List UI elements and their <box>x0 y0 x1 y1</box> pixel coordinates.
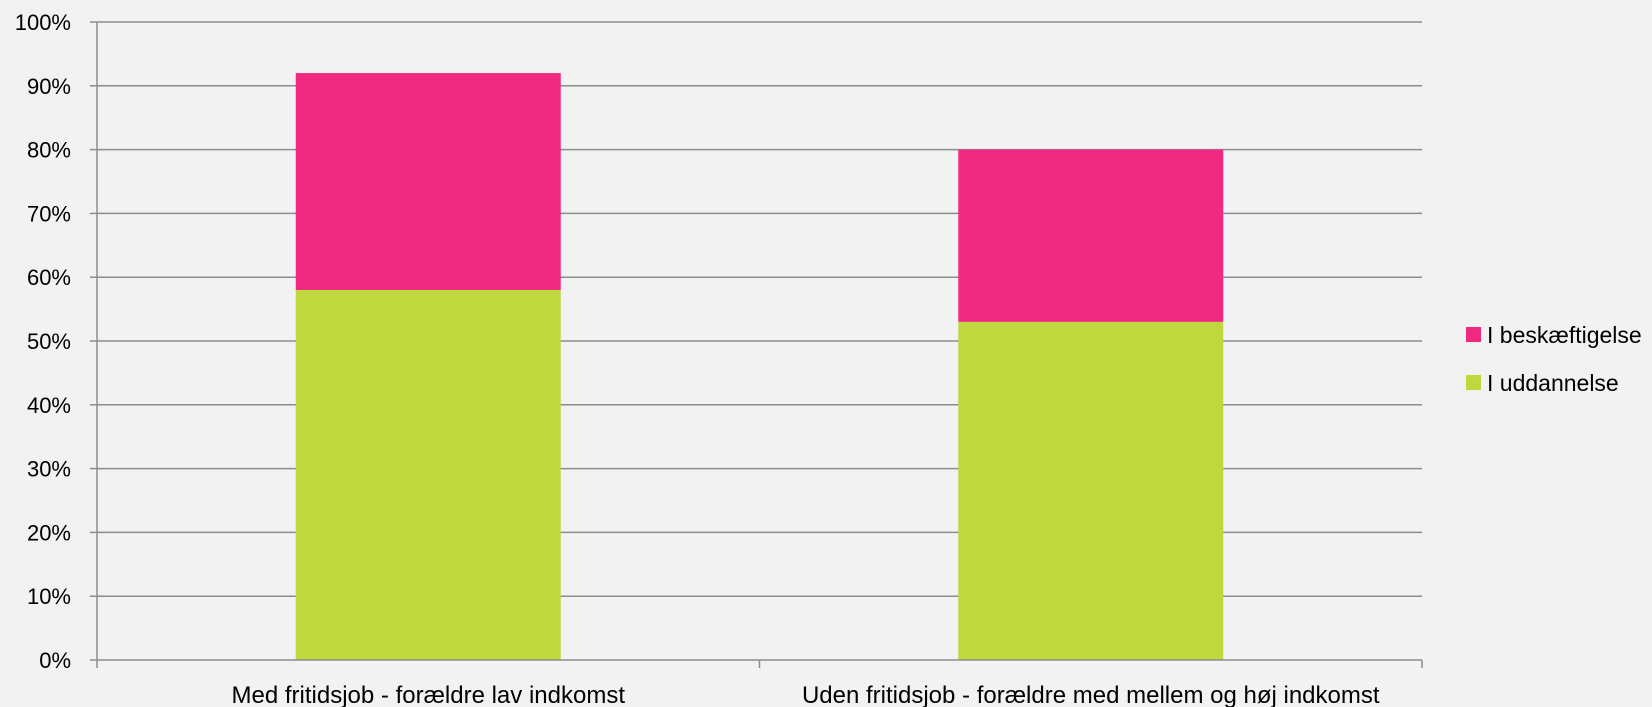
legend-label: I uddannelse <box>1487 370 1619 396</box>
y-tick-label: 10% <box>27 584 71 609</box>
y-tick-label: 40% <box>27 393 71 418</box>
legend-swatch <box>1466 327 1481 342</box>
y-tick-label: 0% <box>39 648 71 673</box>
x-category-label: Uden fritidsjob - forældre med mellem og… <box>802 682 1380 707</box>
y-tick-label: 60% <box>27 265 71 290</box>
y-tick-label: 90% <box>27 74 71 99</box>
y-tick-label: 80% <box>27 138 71 163</box>
y-tick-label: 70% <box>27 201 71 226</box>
bar-segment <box>958 149 1224 322</box>
y-tick-label: 30% <box>27 457 71 482</box>
legend-swatch <box>1466 375 1481 390</box>
y-tick-label: 20% <box>27 520 71 545</box>
bars <box>295 73 1224 660</box>
x-category-label: Med fritidsjob - forældre lav indkomst <box>232 682 626 707</box>
legend-label: I beskæftigelse <box>1487 322 1642 348</box>
y-tick-label: 50% <box>27 329 71 354</box>
axes <box>90 21 1423 668</box>
y-tick-label: 100% <box>15 10 71 35</box>
legend: I beskæftigelse I uddannelse <box>1466 322 1642 396</box>
bar-segment <box>295 289 561 660</box>
y-tick-labels: 0% 10% 20% 30% 40% 50% 60% 70% 80% 90% 100% <box>15 10 71 673</box>
bar-segment <box>295 73 561 290</box>
x-category-labels: Med fritidsjob - forældre lav indkomst Ud… <box>232 682 1380 707</box>
bar-segment <box>958 321 1224 660</box>
